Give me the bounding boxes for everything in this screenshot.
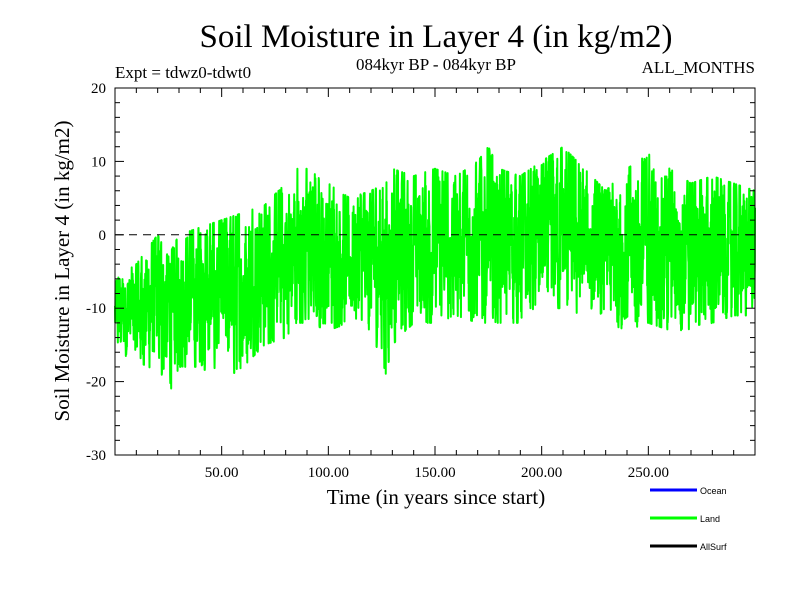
axis-ticks xyxy=(115,88,755,455)
period-label: 084kyr BP - 084kyr BP xyxy=(356,55,516,74)
x-tick-label: 50.00 xyxy=(205,465,239,481)
land-series-line xyxy=(114,146,756,390)
y-tick-label: -30 xyxy=(86,448,106,464)
y-tick-labels: -30 -20 -10 0 10 20 xyxy=(86,81,106,464)
x-tick-label: 150.00 xyxy=(414,465,455,481)
x-tick-label: 100.00 xyxy=(308,465,349,481)
chart-title: Soil Moisture in Layer 4 (in kg/m2) xyxy=(200,19,673,55)
y-axis-label: Soil Moisture in Layer 4 (in kg/m2) xyxy=(50,121,74,422)
legend: Ocean Land AllSurf xyxy=(650,486,727,552)
x-tick-label: 250.00 xyxy=(628,465,669,481)
x-tick-label: 200.00 xyxy=(521,465,562,481)
y-tick-label: -20 xyxy=(86,375,106,391)
legend-label-ocean: Ocean xyxy=(700,486,727,496)
y-tick-label: -10 xyxy=(86,301,106,317)
legend-label-land: Land xyxy=(700,514,720,524)
legend-label-allsurf: AllSurf xyxy=(700,542,727,552)
expt-label: Expt = tdwz0-tdwt0 xyxy=(115,63,251,82)
x-axis-label: Time (in years since start) xyxy=(327,485,546,509)
series-land xyxy=(114,146,756,390)
y-tick-label: 20 xyxy=(91,81,106,97)
months-label: ALL_MONTHS xyxy=(642,58,755,77)
x-tick-labels: 50.00 100.00 150.00 200.00 250.00 xyxy=(205,465,669,481)
y-tick-label: 0 xyxy=(99,228,107,244)
plot-area xyxy=(114,87,756,456)
y-tick-label: 10 xyxy=(91,154,106,170)
